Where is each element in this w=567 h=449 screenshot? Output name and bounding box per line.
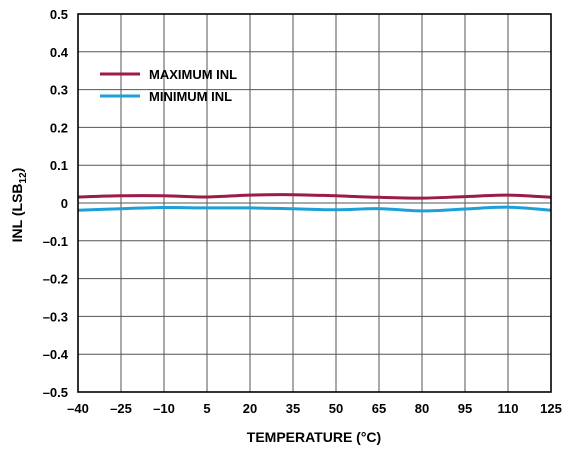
y-axis-title-close: ) [9,168,25,173]
x-tick-label-6: 50 [329,401,343,416]
x-axis-title: TEMPERATURE (°C) [247,429,381,445]
y-tick-label-1: 0.4 [50,45,69,60]
y-tick-label-4: 0.1 [50,158,68,173]
y-tick-labels: 0.5 0.4 0.3 0.2 0.1 0 –0.1 –0.2 –0.3 –0.4 –0.5 [43,7,69,400]
y-tick-label-9: –0.4 [43,347,69,362]
x-tick-label-2: –10 [153,401,175,416]
y-tick-label-3: 0.2 [50,120,68,135]
plot-frame [77,13,552,393]
series-line-1 [77,205,552,213]
y-axis-title-subscript: 12 [18,172,29,184]
legend-label-minimum-inl: MINIMUM INL [149,89,232,104]
y-tick-label-8: –0.3 [43,309,68,324]
y-tick-label-5: 0 [61,196,68,211]
x-tick-label-10: 110 [498,401,519,416]
y-tick-label-10: –0.5 [43,385,68,400]
x-tick-label-4: 20 [243,401,257,416]
x-tick-labels: –40 –25 –10 5 20 35 50 65 80 95 110 125 [67,401,562,416]
x-tick-label-0: –40 [67,401,89,416]
y-axis-title: INL (LSB12) [9,168,29,243]
y-tick-label-7: –0.2 [43,272,68,287]
x-tick-label-7: 65 [372,401,386,416]
x-tick-label-8: 80 [415,401,429,416]
x-tick-label-5: 35 [286,401,300,416]
y-tick-label-0: 0.5 [50,7,68,22]
y-axis-title-main: INL (LSB [9,183,25,242]
x-tick-label-11: 125 [540,401,562,416]
x-tick-label-9: 95 [458,401,472,416]
y-tick-label-6: –0.1 [43,234,68,249]
series-line-0 [77,193,552,200]
legend-label-maximum-inl: MAXIMUM INL [149,67,237,82]
y-tick-label-2: 0.3 [50,83,68,98]
x-tick-label-1: –25 [110,401,132,416]
series-lines [77,193,552,213]
x-tick-label-3: 5 [203,401,210,416]
legend: MAXIMUM INL MINIMUM INL [100,67,237,104]
